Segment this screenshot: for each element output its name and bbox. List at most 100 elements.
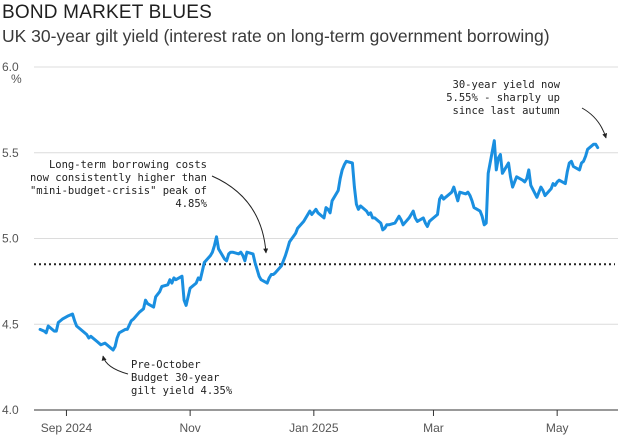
data-point [595, 143, 597, 145]
data-point [554, 184, 556, 186]
data-point [189, 287, 191, 289]
chart-subtitle: UK 30-year gilt yield (interest rate on … [2, 26, 550, 46]
data-point [580, 162, 583, 164]
annotation-text: since last autumn [453, 105, 560, 117]
data-point [585, 155, 587, 157]
data-point [71, 313, 74, 315]
data-point [118, 332, 120, 334]
y-tick-label: 6.0 [2, 60, 19, 74]
data-point [171, 282, 173, 284]
data-point [453, 186, 455, 188]
data-point [345, 160, 347, 162]
data-point [359, 205, 362, 207]
annotation-text: 4.85% [175, 198, 207, 210]
data-point [153, 306, 155, 308]
data-point [197, 277, 199, 279]
data-point [280, 265, 282, 267]
data-point [568, 162, 570, 164]
data-point [213, 244, 216, 246]
data-point [414, 217, 416, 219]
data-point [244, 260, 246, 262]
data-point [485, 222, 487, 224]
annotation-arrow [581, 107, 608, 139]
data-point [311, 213, 313, 216]
data-point [516, 176, 518, 178]
data-point [597, 147, 599, 149]
data-point [181, 275, 183, 277]
data-point [445, 196, 447, 198]
data-point [540, 186, 542, 188]
annotation-text: Long-term borrowing costs [49, 159, 207, 171]
data-point [96, 340, 98, 342]
data-point [587, 148, 589, 150]
data-point [572, 165, 575, 168]
data-point [416, 220, 418, 222]
data-point [240, 251, 242, 253]
data-point [55, 330, 57, 332]
data-point [528, 169, 530, 171]
data-point [455, 193, 457, 195]
axes: 4.0 4.5 5.0 5.5 6.0% Sep 2024 Nov Jan 2025 Mar Ma… [2, 60, 618, 435]
data-point [126, 328, 128, 330]
data-point [39, 328, 41, 330]
data-point [495, 169, 497, 171]
annotation-text: Pre-October [131, 359, 201, 371]
data-point [199, 279, 201, 281]
data-point [201, 270, 203, 272]
data-point [242, 255, 244, 257]
data-point [481, 215, 483, 217]
data-point [167, 284, 169, 286]
data-point [451, 191, 453, 193]
data-point [536, 196, 538, 198]
data-point [183, 299, 185, 301]
y-tick-label: 4.0 [2, 403, 19, 417]
data-point [47, 325, 49, 327]
data-point [552, 183, 554, 185]
data-point [550, 188, 552, 190]
data-point [372, 217, 374, 219]
data-point [382, 229, 384, 231]
data-point [422, 217, 424, 219]
data-point [268, 277, 270, 279]
grid-lines [34, 66, 618, 411]
data-point [132, 318, 134, 320]
data-point [493, 140, 495, 142]
data-point [266, 282, 268, 284]
data-point [138, 311, 140, 313]
data-point [90, 335, 92, 337]
data-point [353, 186, 355, 188]
data-point [530, 184, 532, 186]
data-point [57, 321, 59, 324]
annotation-arrow [101, 355, 129, 375]
x-tick-label: Nov [179, 421, 200, 435]
data-point [428, 220, 430, 222]
data-point [439, 198, 441, 200]
data-point [187, 296, 189, 298]
data-point [578, 169, 581, 171]
data-point [436, 213, 439, 216]
data-point [224, 258, 226, 260]
annotation-text: now consistently higher than [30, 172, 207, 184]
annotation-text: gilt yield 4.35% [131, 385, 233, 397]
data-point [564, 183, 566, 185]
data-point [343, 164, 345, 166]
data-point [524, 181, 526, 183]
data-point [396, 219, 398, 221]
data-point [374, 217, 376, 219]
data-point [142, 308, 145, 310]
data-point [175, 279, 177, 281]
data-point [100, 344, 102, 346]
data-point [327, 208, 329, 210]
data-point [76, 325, 78, 327]
data-point [230, 251, 232, 253]
data-point [570, 160, 573, 162]
data-point [226, 260, 228, 262]
y-tick-label: 5.5 [2, 146, 19, 160]
data-point [246, 251, 248, 253]
series-layer [38, 139, 600, 352]
data-point [331, 200, 333, 202]
data-point [398, 215, 400, 217]
data-point [329, 212, 331, 214]
data-point [386, 224, 388, 226]
